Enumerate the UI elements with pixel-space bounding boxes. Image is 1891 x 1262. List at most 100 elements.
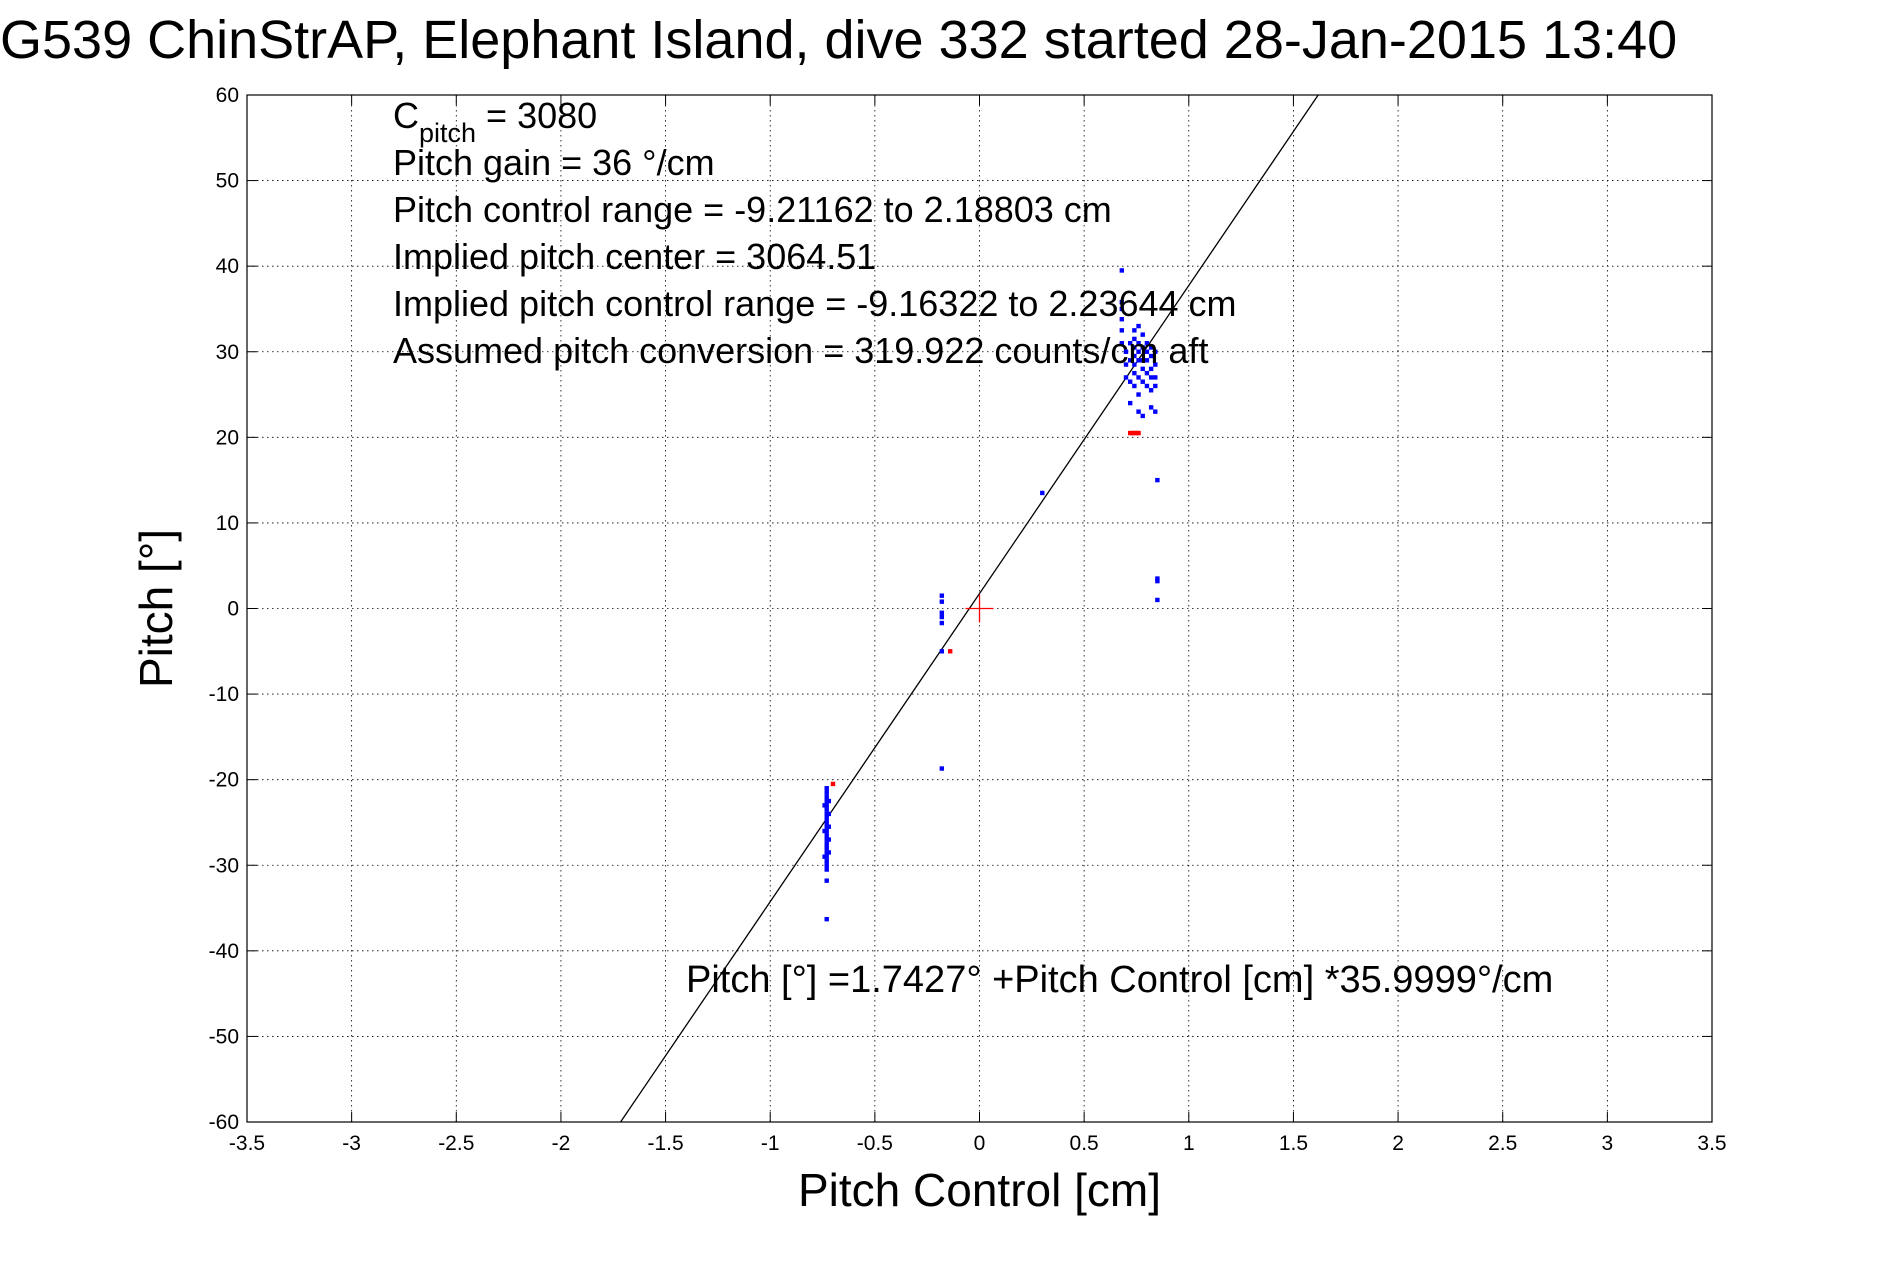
data-point	[826, 850, 832, 855]
data-point	[1155, 597, 1160, 603]
data-point	[826, 811, 832, 817]
data-point	[1140, 345, 1145, 350]
data-point	[1148, 366, 1154, 372]
data-point	[1127, 340, 1133, 346]
x-tick-label: 3.5	[1697, 1132, 1726, 1155]
data-point	[1136, 349, 1141, 354]
data-point	[1136, 430, 1141, 436]
data-point	[824, 867, 829, 872]
data-point	[1136, 375, 1141, 380]
x-tick-label: -3	[342, 1132, 361, 1155]
data-point	[939, 614, 945, 620]
data-point	[939, 599, 945, 604]
data-points	[822, 268, 1160, 922]
data-point	[939, 620, 945, 626]
x-tick-label: -1	[761, 1132, 780, 1155]
data-point	[830, 781, 836, 787]
x-tick-label: -2	[552, 1132, 571, 1155]
data-point	[1140, 358, 1145, 363]
data-point	[1153, 409, 1158, 414]
y-tick-label: -10	[209, 683, 239, 706]
data-point	[824, 833, 829, 838]
data-point	[1140, 379, 1145, 384]
data-point	[939, 766, 945, 771]
data-point	[1153, 349, 1158, 354]
data-point	[1132, 383, 1137, 389]
y-tick-label: -60	[209, 1111, 239, 1134]
data-point	[1123, 375, 1129, 380]
data-point	[1136, 323, 1141, 329]
x-tick-label: 1	[1183, 1132, 1195, 1155]
annotation-line: Pitch gain = 36 °/cm	[393, 142, 715, 183]
y-tick-label: 40	[216, 255, 239, 278]
data-point	[824, 863, 829, 868]
data-point	[948, 649, 953, 654]
data-point	[939, 649, 945, 654]
data-point	[1155, 578, 1160, 584]
y-tick-label: 50	[216, 170, 239, 193]
x-tick-labels: -3.5 -3 -2.5 -2 -1.5 -1 -0.5 0 0.5 1 1.5 2 2.5 3 3.5	[229, 1132, 1727, 1155]
y-tick-label: 20	[216, 426, 239, 449]
data-point	[822, 854, 827, 859]
annotation-line: Assumed pitch conversion = 319.922 count…	[393, 330, 1208, 371]
data-point	[822, 828, 827, 834]
center-marker-group	[965, 594, 994, 623]
fit-equation: Pitch [°] =1.7427° +Pitch Control [cm] *…	[686, 959, 1553, 1001]
x-tick-label: -1.5	[647, 1132, 683, 1155]
data-point	[1119, 317, 1125, 322]
x-tick-label: -3.5	[229, 1132, 265, 1155]
data-point	[826, 824, 832, 829]
data-point	[1153, 362, 1158, 367]
y-tick-label: -30	[209, 854, 239, 877]
data-point	[1132, 328, 1137, 333]
data-point	[1132, 370, 1137, 376]
data-point	[1136, 392, 1141, 397]
data-point	[1127, 379, 1133, 384]
x-axis-label: Pitch Control [cm]	[798, 1164, 1161, 1216]
annotation-line: Implied pitch control range = -9.16322 t…	[393, 283, 1237, 324]
data-point	[826, 837, 832, 842]
data-point	[939, 593, 945, 598]
data-point	[1148, 375, 1154, 380]
data-point	[1148, 353, 1154, 359]
x-tick-label: 0.5	[1070, 1132, 1099, 1155]
data-point	[824, 878, 829, 883]
data-point	[1127, 400, 1133, 406]
data-point	[1136, 358, 1141, 363]
data-point	[1119, 340, 1125, 346]
data-point	[824, 916, 829, 922]
data-point	[1136, 409, 1141, 414]
y-tick-label: 0	[227, 598, 239, 621]
data-point	[826, 798, 832, 804]
data-point	[1132, 362, 1137, 367]
data-point	[1144, 349, 1150, 354]
data-point	[824, 820, 829, 825]
data-point	[1119, 306, 1125, 312]
annotation-line: Pitch control range = -9.21162 to 2.1880…	[393, 189, 1112, 230]
data-point	[824, 845, 829, 851]
grid	[247, 95, 1712, 1122]
annotation-line: Cpitch = 3080	[393, 95, 597, 148]
y-axis-label: Pitch [°]	[130, 529, 182, 688]
y-tick-label: 10	[216, 512, 239, 535]
y-tick-labels: -60 -50 -40 -30 -20 -10 0 10 20 30 40 50 60	[209, 84, 239, 1134]
x-tick-label: 1.5	[1279, 1132, 1308, 1155]
data-point	[1040, 490, 1045, 496]
data-point	[1127, 358, 1133, 363]
data-point	[1123, 349, 1129, 354]
data-point	[1132, 353, 1137, 359]
data-point	[1153, 383, 1158, 389]
data-point	[1123, 362, 1129, 367]
data-point	[1140, 366, 1145, 372]
data-point	[1119, 328, 1125, 333]
data-point	[1140, 413, 1145, 419]
data-point	[1144, 370, 1150, 376]
data-point	[1144, 340, 1150, 346]
data-point	[824, 815, 829, 821]
data-point	[1155, 576, 1160, 581]
x-tick-label: -0.5	[857, 1132, 893, 1155]
x-tick-label: -2.5	[438, 1132, 474, 1155]
y-tick-label: 30	[216, 341, 239, 364]
data-point	[1148, 405, 1154, 410]
